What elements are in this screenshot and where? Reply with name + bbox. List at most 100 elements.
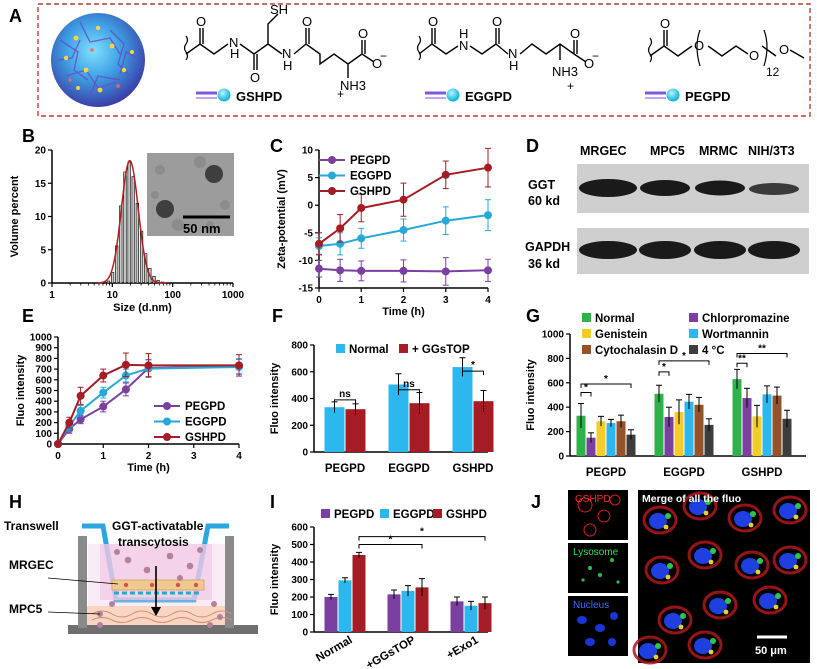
y-tick-label: 600 [291,367,308,378]
cell-lysosome [757,558,763,564]
blot-row-gapdh-kd: 36 kd [528,257,560,271]
legend-label: Genistein [595,329,647,341]
structure-gshpd-atoms: O HN SH O NH O NH3 O O − + [196,2,387,101]
data-point-pegpd [357,266,366,275]
panel-label-b: B [22,126,35,146]
x-tick-label: 0 [55,451,61,462]
legend-marker [163,402,171,410]
cell-lysosome [793,514,799,520]
data-point-gshpd [336,224,345,233]
x-tick-label: 10 [107,290,119,301]
micrograph-lysosome-channel: Lysosome [568,543,628,593]
blot-col-0: MRGEC [580,144,627,158]
bar-+ggstop-pegpd [387,594,401,632]
svg-text:O: O [492,14,502,29]
y-tick-label: 0 [307,201,313,212]
transwell-caption-2: transcytosis [118,535,189,549]
legend-swatch [399,344,408,353]
bar-+ggstop-eggpd [401,590,415,632]
legend-marker [163,417,171,426]
legend-label: EGGPD [393,509,435,521]
data-point-gshpd [235,361,243,370]
blot-col-1: MPC5 [650,144,685,158]
blot-col-3: NIH/3T3 [748,144,795,158]
blot-row-labels: GGT 60 kd GAPDH 36 kd [525,178,570,271]
bar-pegpd-normal [576,415,586,456]
blot-col-2: MRMC [699,144,738,158]
svg-text:N: N [282,46,291,61]
svg-text:O: O [196,14,206,29]
cell-lysosome [653,654,659,660]
bar-+exo1-gshpd [478,603,492,632]
bar-eggpd-normal [654,393,664,456]
legend-label: Normal [595,313,635,325]
legend-label-eggpd: EGGPD [185,417,227,429]
x-tick-label: Normal [314,634,354,664]
x-tick-label: 0 [316,295,322,306]
significance-label: * [604,374,608,385]
legend-label-pegpd: PEGPD [350,155,390,167]
data-point-gshpd [484,163,492,172]
svg-text:N: N [229,35,238,50]
data-point-gshpd [54,440,62,448]
data-point-pegpd [76,415,85,424]
y-tick-label: 200 [547,427,564,438]
y-tick-label: 400 [291,394,308,405]
bar-pegpd-normal [324,407,345,452]
y-tick-label: 600 [35,375,52,386]
cell-nucleus [779,503,797,519]
data-point-eggpd [484,211,492,220]
legend-swatch [582,313,591,322]
molecule-label-eggpd: EGGPD [465,89,512,104]
x-tick-label: 1 [100,451,106,462]
cell-lysosome [665,513,671,519]
x-tick-label: PEGPD [586,467,626,479]
significance-bracket [736,353,788,358]
cell-membrane [682,491,718,521]
y-tick-label: -10 [299,256,314,267]
panel-h: H [4,492,258,634]
cell-membrane [772,495,808,525]
merge-scale-label: 50 μm [755,645,787,657]
svg-text:+: + [337,87,344,101]
data-point-pegpd [484,266,492,275]
x-tick-label: 3 [443,295,449,306]
significance-bracket [462,370,484,376]
significance-bracket [580,392,592,397]
panel-a-dashed-frame [37,3,811,117]
cell-lysosome [678,624,684,630]
data-point-gshpd [399,195,408,204]
y-tick-label: 600 [547,378,564,389]
cell-lysosome [655,643,661,649]
pd-tag-gshpd [196,88,231,102]
bar-+exo1-eggpd [464,605,478,632]
panel-a: A [9,2,811,117]
x-axis-title: Size (d.nm) [113,302,172,314]
significance-bracket [580,383,632,389]
y-tick-label: 900 [35,343,52,354]
y-axis-title: Fluo intensity [269,543,281,615]
data-point-pegpd [336,266,345,275]
significance-label: ns [403,379,415,390]
significance-label: ** [738,353,746,364]
y-axis-title: Fluo intensity [269,362,281,434]
svg-text:H: H [509,58,518,73]
structure-eggpd [416,28,587,63]
bar-+ggstop-gshpd [415,587,429,632]
bar-gshpd-wortmannin [762,394,772,456]
structure-gshpd [183,13,375,78]
svg-text:O: O [250,70,260,85]
cell-lysosome [667,563,673,569]
bar-pegpd-cytochalasin-d [616,421,626,456]
significance-bracket [358,544,423,549]
data-point-pegpd [399,266,408,275]
x-tick-label: 1 [49,290,55,301]
series-line-gshpd [318,166,489,245]
micrograph-nucleus-channel: Nucleus [568,596,628,656]
data-point-gshpd [315,239,323,248]
legend-label: 4 °C [702,345,725,357]
x-tick-label: 100 [164,290,181,301]
svg-text:O: O [570,26,580,41]
